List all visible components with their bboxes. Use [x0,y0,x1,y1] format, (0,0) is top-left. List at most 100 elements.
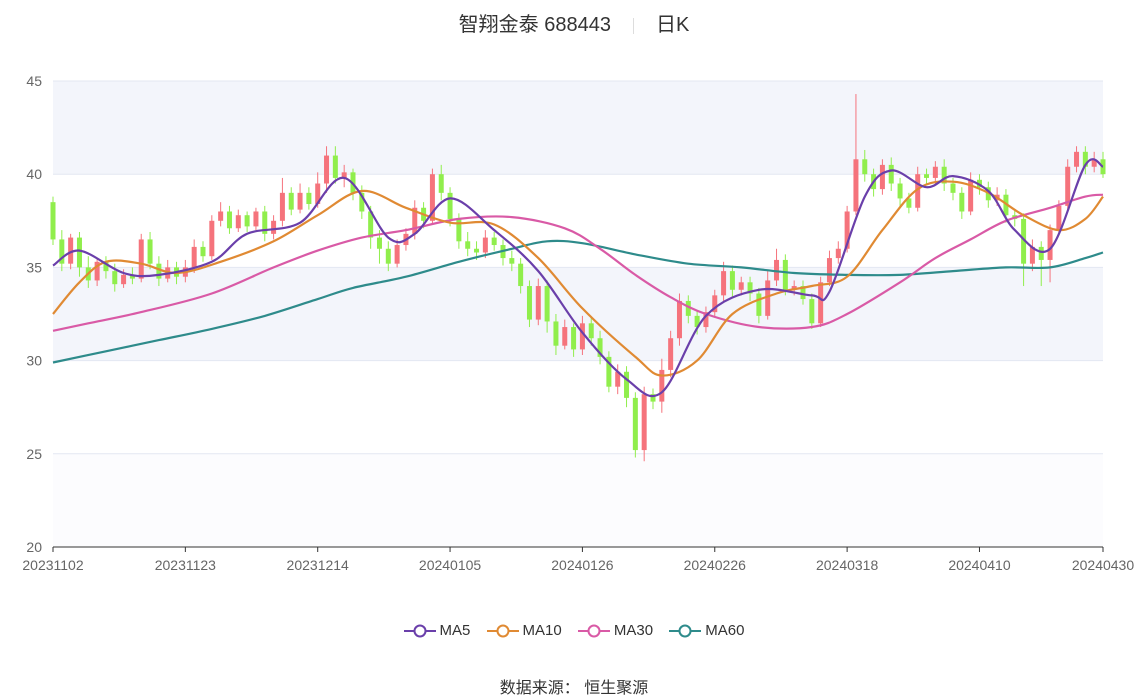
candle-body [315,183,321,205]
candle-body [844,211,850,249]
candle-body [456,218,462,242]
candle-body [712,295,718,313]
candle-body [632,397,638,451]
candle-body [553,321,559,346]
legend-item-ma10[interactable]: MA10 [486,622,562,639]
candle-body [191,246,197,268]
legend-item-ma30[interactable]: MA30 [577,622,654,639]
candle-body [359,192,365,212]
candle-body [306,192,312,205]
candle-body [650,394,656,402]
candle-body [59,239,65,264]
candle-body [809,299,815,324]
candle-body [765,280,771,316]
chart-title: 智翔金泰 688443 日K [0,8,1148,37]
candle-body [332,155,338,178]
candle-body [853,159,859,212]
x-tick-label: 20240226 [684,557,747,573]
candle-body [324,155,330,184]
x-tick-label: 20240410 [948,557,1011,573]
candle-body [782,259,788,290]
candle-body [447,192,453,219]
candle-body [906,198,912,208]
legend-item-ma60[interactable]: MA60 [669,622,744,639]
ma30-legend-icon [577,624,610,637]
candle-body [368,211,374,238]
period-label: 日K [655,14,690,36]
candle-body [156,263,162,279]
ma10-legend-icon [486,624,519,637]
data-source: 数据来源： 恒生聚源 [499,680,649,697]
candle-body [121,274,127,285]
candle-body [1021,218,1027,264]
y-tick-label: 35 [26,259,42,275]
candle-body [641,394,647,451]
ma60-line [52,239,1104,364]
candle-body [694,315,700,328]
x-tick-label: 20240430 [1072,557,1135,573]
x-tick-label: 20240126 [551,557,614,573]
candle-body [774,259,780,281]
x-tick-label: 20231102 [22,557,83,573]
candle-body [200,246,206,257]
candle-body [288,192,294,210]
candle-body [491,237,497,246]
grid-band [53,360,1103,454]
candle-body [438,174,444,193]
legend-label-ma30: MA30 [613,622,654,639]
y-tick-label: 40 [26,166,42,182]
candle-body [756,293,762,316]
legend-item-ma5[interactable]: MA5 [403,622,471,639]
candle-body [888,164,894,184]
legend-label-ma10: MA10 [522,622,562,639]
candle-body [226,211,232,229]
candle-body [465,241,471,249]
candle-body [747,282,753,294]
candle-body [385,248,391,264]
candle-body [959,192,965,212]
candle-body [826,258,832,283]
candle-body [588,323,594,339]
candle-body [915,174,921,208]
candle-body [615,371,621,387]
candle-body [509,258,515,264]
candle-body [235,215,241,229]
candle-body [76,237,82,268]
x-tick-label: 20231214 [287,557,350,573]
candle-body [218,211,224,221]
candle-body [800,286,806,300]
ma10-line [52,180,1104,377]
x-tick-label: 20231123 [155,557,216,573]
candle-body [932,166,938,178]
y-tick-label: 30 [26,353,42,369]
y-tick-label: 25 [26,446,42,462]
candle-body [94,261,100,281]
legend-label-ma5: MA5 [439,622,471,639]
candle-body [729,271,735,290]
candle-body [1056,205,1062,231]
candle-body [668,338,674,370]
candle-body [924,174,930,178]
candle-body [659,369,665,402]
candle-body [1065,166,1071,206]
candle-body [721,271,727,296]
candle-body [606,356,612,387]
candle-body [297,192,303,210]
candle-body [518,263,524,287]
candle-body [209,220,215,257]
candle-body [676,300,682,339]
candle-body [271,220,277,234]
ma5-line [52,158,1104,398]
ma60-legend-icon [669,624,702,637]
candle-body [68,237,74,264]
candle-body [129,274,135,279]
candle-body [1091,159,1097,167]
y-tick-label: 45 [26,73,42,89]
candle-body [1038,246,1044,260]
candle-body [597,338,603,357]
candle-body [429,174,435,221]
candle-body [1074,151,1080,167]
candle-body [412,207,418,234]
candle-body [50,202,56,240]
title-separator [632,17,634,34]
